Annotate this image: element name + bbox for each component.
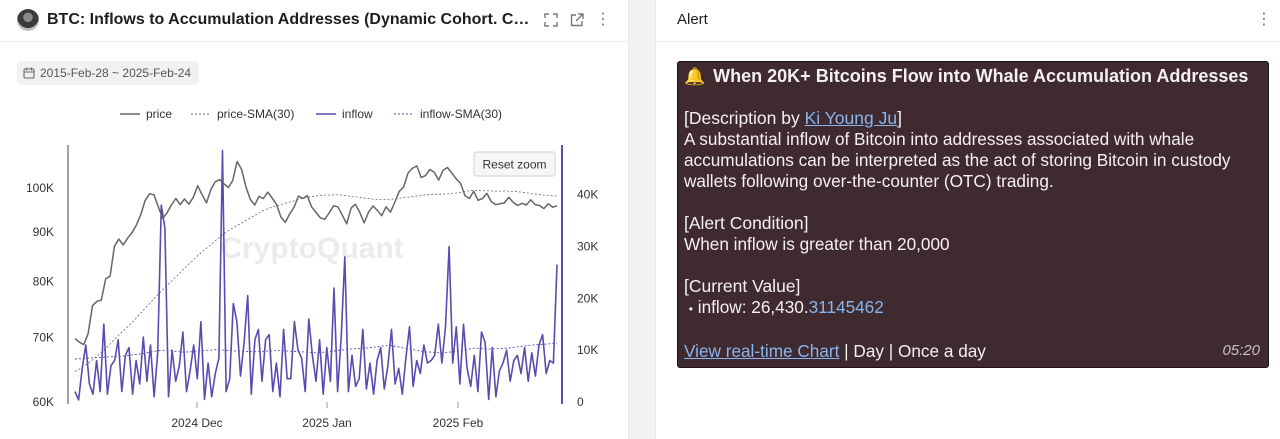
more-vertical-icon[interactable]: ⋮ [595, 11, 611, 28]
current-value-header: [Current Value] [684, 276, 801, 296]
y-right-tick-label: 20K [577, 291, 598, 305]
inflow-chart[interactable]: price price-SMA(30) inflow inflow-SMA(30) C… [0, 100, 629, 439]
legend-label: inflow [342, 107, 373, 121]
legend-label: price-SMA(30) [217, 107, 294, 121]
description-suffix: ] [897, 108, 902, 128]
alert-heading: 🔔 When 20K+ Bitcoins Flow into Whale Acc… [684, 66, 1262, 87]
x-tick-label: 2025 Jan [302, 416, 351, 430]
x-tick-label: 2025 Feb [433, 416, 484, 430]
condition-body: When inflow is greater than 20,000 [684, 234, 950, 254]
y-left-tick-label: 100K [26, 181, 54, 195]
condition-header: [Alert Condition] [684, 213, 809, 233]
y-left-tick-label: 70K [33, 330, 54, 344]
current-value: • inflow: 26,430.31145462 [684, 297, 1262, 320]
view-chart-link[interactable]: View real-time Chart [684, 341, 840, 361]
legend-label: price [146, 107, 172, 121]
more-vertical-icon[interactable]: ⋮ [1256, 11, 1272, 28]
alert-frequency: Once a day [898, 341, 986, 361]
alert-panel-title: Alert [677, 11, 708, 28]
chart-axes: 100K 90K 80K 70K 60K 40K 30K 20K 10K 0 2024 Dec 202… [26, 145, 598, 430]
legend-item[interactable]: inflow-SMA(30) [394, 107, 502, 121]
y-right-tick-label: 40K [577, 188, 598, 202]
chart-legend[interactable]: price price-SMA(30) inflow inflow-SMA(30) [120, 107, 502, 121]
series-line-inflow-sma-30- [74, 342, 558, 360]
chart-series [74, 149, 558, 401]
current-value-decimal: 31145462 [808, 297, 884, 317]
series-line-inflow [74, 149, 558, 401]
calendar-icon [23, 67, 35, 79]
alert-heading-text: When 20K+ Bitcoins Flow into Whale Accum… [713, 66, 1249, 86]
series-line-price-sma-30- [74, 190, 558, 373]
bell-icon: 🔔 [684, 67, 706, 86]
y-left-tick-label: 80K [33, 274, 54, 288]
alert-footer: View real-time Chart | Day | Once a day [684, 341, 1262, 362]
legend-item[interactable]: price-SMA(30) [191, 107, 294, 121]
chart-panel: BTC: Inflows to Accumulation Addresses (… [0, 0, 629, 439]
y-right-tick-label: 0 [577, 395, 584, 409]
alert-card: 🔔 When 20K+ Bitcoins Flow into Whale Acc… [677, 61, 1269, 368]
alert-panel: Alert ⋮ 🔔 When 20K+ Bitcoins Flow into W… [655, 0, 1280, 439]
separator-1: | [839, 341, 854, 361]
author-link[interactable]: Ki Young Ju [804, 108, 898, 128]
description-header: [Description by Ki Young Ju] [684, 108, 1262, 129]
date-range-label: 2015-Feb-28 ~ 2025-Feb-24 [40, 66, 192, 80]
separator-2: | [883, 341, 898, 361]
alert-panel-header: Alert ⋮ [656, 0, 1280, 42]
x-tick-label: 2024 Dec [171, 416, 222, 430]
y-right-tick-label: 10K [577, 343, 598, 357]
chart-watermark: CryptoQuant [220, 232, 403, 265]
alert-time: 05:20 [1222, 342, 1260, 359]
chart-panel-header: BTC: Inflows to Accumulation Addresses (… [0, 0, 628, 42]
external-link-icon[interactable] [568, 11, 586, 29]
chart-title[interactable]: BTC: Inflows to Accumulation Addresses (… [47, 11, 537, 28]
y-left-tick-label: 60K [33, 395, 54, 409]
description-prefix: [Description by [684, 108, 805, 128]
legend-item[interactable]: inflow [316, 107, 373, 121]
bullet: • [688, 302, 693, 316]
date-range-picker[interactable]: 2015-Feb-28 ~ 2025-Feb-24 [17, 61, 200, 85]
expand-icon[interactable] [542, 11, 560, 29]
current-value-label: inflow: 26,430. [697, 297, 809, 317]
y-left-tick-label: 90K [33, 225, 54, 239]
series-line-price [74, 160, 558, 346]
svg-text:Reset zoom: Reset zoom [482, 158, 546, 172]
y-right-tick-label: 30K [577, 239, 598, 253]
avatar[interactable] [17, 9, 39, 31]
legend-label: inflow-SMA(30) [420, 107, 502, 121]
alert-period: Day [853, 341, 884, 361]
description-body: A substantial inflow of Bitcoin into add… [684, 129, 1231, 191]
reset-zoom-button[interactable]: Reset zoom [473, 151, 556, 177]
legend-item[interactable]: price [120, 107, 172, 121]
